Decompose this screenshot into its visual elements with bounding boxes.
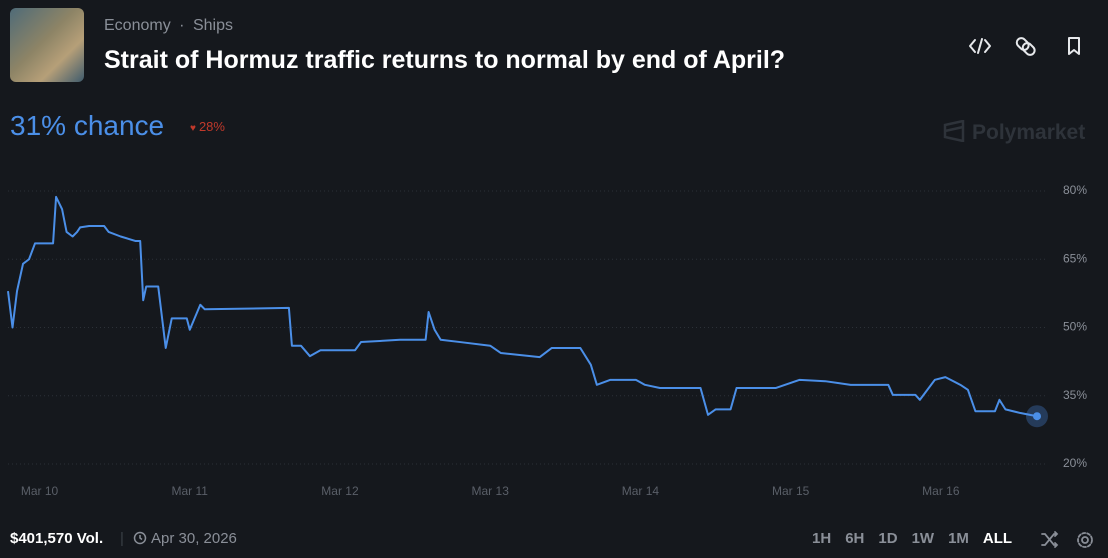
y-tick-label: 65% <box>1063 251 1087 265</box>
category-link[interactable]: Ships <box>192 17 233 34</box>
breadcrumb: Economy · Ships <box>104 17 233 35</box>
range-button[interactable]: ALL <box>982 530 1013 547</box>
y-tick-label: 20% <box>1063 456 1087 470</box>
range-selector: 1H 6H 1D 1W 1M ALL <box>812 530 1026 547</box>
y-tick-label: 50% <box>1063 320 1087 334</box>
range-button[interactable]: 6H <box>845 530 865 547</box>
chart-controls <box>1041 531 1093 548</box>
end-date-text: Apr 30, 2026 <box>151 530 237 547</box>
market-title: Strait of Hormuz traffic returns to norm… <box>104 46 786 74</box>
x-tick-label: Mar 12 <box>321 484 359 498</box>
chance-label: 31% chance <box>10 110 165 141</box>
embed-icon[interactable] <box>969 38 991 54</box>
x-tick-label: Mar 14 <box>622 484 660 498</box>
x-tick-label: Mar 10 <box>21 484 59 498</box>
shuffle-icon[interactable] <box>1041 531 1059 548</box>
change-value: 28% <box>198 119 225 134</box>
range-button[interactable]: 1W <box>911 530 935 547</box>
x-tick-label: Mar 16 <box>922 484 960 498</box>
brand-watermark: Polymarket <box>942 119 1086 145</box>
y-tick-label: 80% <box>1063 183 1087 197</box>
action-icons <box>969 36 1080 57</box>
settings-icon[interactable] <box>1077 532 1093 548</box>
brand-logo <box>943 119 965 143</box>
range-button[interactable]: 1M <box>948 530 969 547</box>
x-tick-label: Mar 11 <box>172 484 209 498</box>
down-icon: ♥ <box>190 123 196 134</box>
brand-name: Polymarket <box>972 121 1086 144</box>
last-point <box>1033 412 1041 421</box>
category-link[interactable]: Economy <box>104 17 171 34</box>
price-chart: 20% 35% 50% 65% 80% Mar 10 Mar 11 Mar 12 Mar 13 M… <box>7 183 1087 498</box>
bookmark-icon[interactable] <box>1068 37 1080 55</box>
range-button[interactable]: 1D <box>878 530 898 547</box>
range-button[interactable]: 1H <box>812 530 832 547</box>
change-indicator: ♥ 28% <box>190 119 225 134</box>
end-date: Apr 30, 2026 <box>133 530 237 547</box>
clock-icon <box>133 531 147 545</box>
separator: · <box>179 17 185 34</box>
link-icon[interactable] <box>1015 36 1037 57</box>
x-tick-label: Mar 15 <box>772 484 810 498</box>
x-tick-label: Mar 13 <box>472 484 510 498</box>
volume: $401,570 Vol. <box>10 530 104 547</box>
y-tick-label: 35% <box>1063 388 1087 402</box>
separator: | <box>120 530 124 547</box>
market-thumbnail <box>10 8 84 82</box>
price-line <box>7 195 1038 418</box>
